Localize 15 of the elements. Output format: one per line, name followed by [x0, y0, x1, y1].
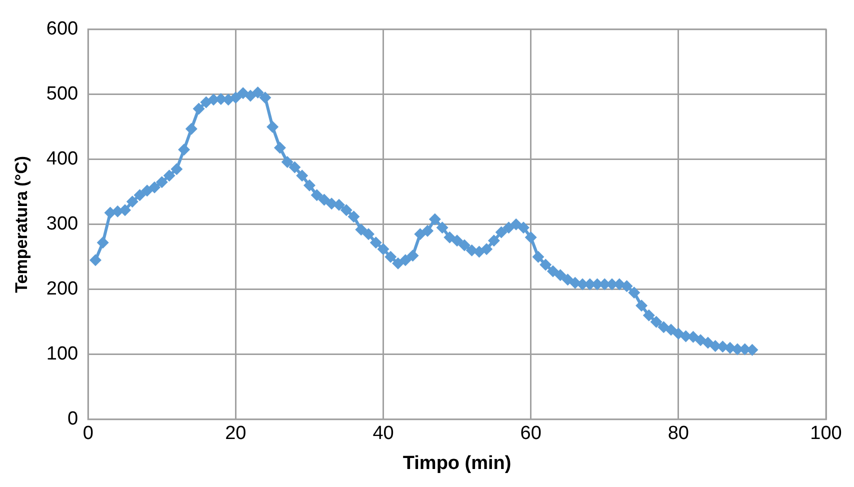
- x-tick-label: 20: [225, 423, 246, 444]
- x-tick-label: 80: [668, 423, 689, 444]
- x-tick-label: 100: [810, 423, 842, 444]
- y-tick-label: 500: [46, 84, 78, 105]
- x-axis-title: Timpo (min): [402, 452, 512, 474]
- y-tick-label: 300: [46, 214, 78, 235]
- y-tick-label: 0: [68, 408, 78, 430]
- y-tick-label: 100: [46, 344, 78, 365]
- y-tick-label: 400: [46, 148, 78, 170]
- y-tick-label: 600: [46, 18, 78, 40]
- x-tick-label: 60: [520, 423, 542, 444]
- y-tick-label: 200: [46, 278, 78, 300]
- x-tick-label: 40: [372, 423, 394, 444]
- y-axis-title: Temperatura (°C): [12, 156, 31, 293]
- x-tick-label: 0: [82, 423, 94, 444]
